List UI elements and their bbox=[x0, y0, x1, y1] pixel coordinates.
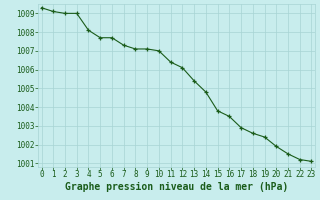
X-axis label: Graphe pression niveau de la mer (hPa): Graphe pression niveau de la mer (hPa) bbox=[65, 182, 288, 192]
